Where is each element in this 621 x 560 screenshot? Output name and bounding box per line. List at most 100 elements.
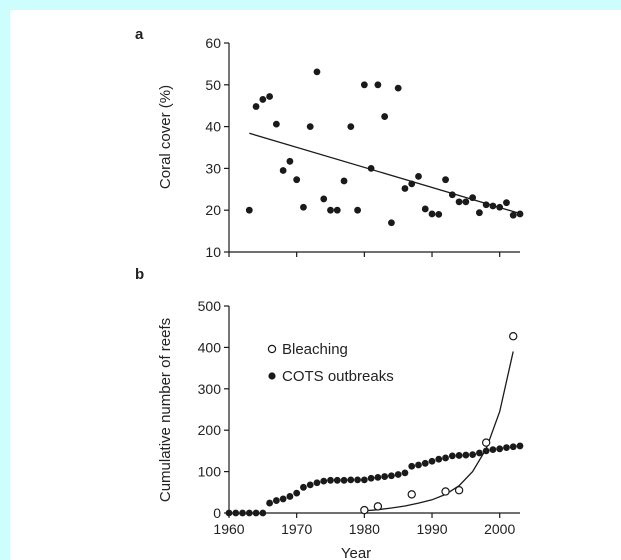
cots-point	[475, 449, 483, 457]
panel-b-y-tick-label: 300	[198, 381, 222, 397]
cots-point	[496, 445, 504, 453]
cots-point	[415, 461, 422, 469]
cots-point	[401, 469, 409, 477]
panel-b: b Cumulative number of reefs Year 0 100 20…	[135, 266, 524, 560]
legend: Bleaching COTS outbreaks	[267, 341, 394, 385]
cots-point	[259, 509, 267, 517]
cots-point	[381, 473, 389, 480]
coral-cover-point	[300, 203, 307, 211]
cots-point	[232, 509, 240, 517]
coral-cover-point	[482, 201, 490, 209]
coral-cover-point	[347, 123, 355, 130]
figure-panel: a Coral cover (%) 10 20 30 40 50 60 b Cumulat…	[10, 10, 621, 560]
panel-b-y-tick-label: 500	[198, 298, 222, 314]
coral-cover-point	[279, 167, 287, 174]
panel-b-y-axis-title: Cumulative number of reefs	[157, 318, 174, 502]
cots-point	[408, 462, 416, 470]
coral-cover-point	[442, 176, 449, 184]
coral-cover-point	[455, 198, 463, 206]
coral-cover-point	[245, 206, 253, 214]
coral-cover-point	[415, 172, 422, 180]
bleaching-point	[360, 505, 369, 515]
coral-cover-point	[320, 195, 328, 203]
cots-point	[489, 446, 497, 454]
coral-cover-point	[327, 206, 334, 214]
cots-point	[266, 499, 274, 507]
panel-a-y-tick-label: 60	[205, 35, 221, 51]
cots-point	[503, 444, 510, 451]
panel-a: a Coral cover (%) 10 20 30 40 50 60	[135, 26, 524, 260]
cots-point	[354, 476, 361, 484]
panel-b-x-axis-title: Year	[341, 545, 371, 560]
coral-cover-point	[333, 206, 341, 214]
panel-b-marks	[225, 332, 524, 517]
cots-point	[388, 472, 395, 480]
cots-point	[239, 509, 246, 517]
cots-point	[272, 497, 280, 504]
coral-cover-point	[259, 96, 267, 103]
coral-cover-point	[360, 81, 368, 89]
legend-cots-marker	[268, 372, 276, 380]
panel-a-y-tick-label: 10	[205, 244, 221, 260]
coral-cover-point	[401, 185, 409, 192]
legend-bleaching-label: Bleaching	[282, 341, 348, 358]
bleaching-point	[509, 332, 518, 341]
cots-point	[469, 451, 477, 459]
panel-a-letter: a	[135, 26, 144, 43]
cots-point	[374, 473, 382, 481]
coral-cover-point	[475, 209, 483, 217]
panel-b-axes: 0 100 200 300 400 500 1960 1970 1980 1990 2000	[198, 298, 520, 537]
bleaching-point	[454, 486, 464, 495]
coral-cover-point	[503, 199, 510, 207]
coral-cover-point	[354, 206, 361, 214]
legend-bleaching-marker	[267, 344, 277, 354]
cots-point	[279, 495, 287, 503]
cots-point	[516, 442, 524, 450]
panel-a-marks	[245, 68, 524, 227]
panel-b-y-tick-label: 0	[213, 505, 221, 521]
coral-cover-point	[388, 219, 395, 227]
coral-cover-point	[313, 68, 321, 76]
panel-b-letter: b	[135, 266, 144, 283]
cots-point	[245, 509, 253, 517]
panel-a-axes: 10 20 30 40 50 60	[205, 35, 520, 260]
panel-b-y-tick-label: 400	[198, 339, 222, 355]
coral-cover-point	[374, 81, 382, 89]
cots-point	[448, 452, 456, 460]
coral-cover-point	[340, 177, 348, 185]
coral-cover-point	[286, 157, 294, 165]
cots-point	[252, 509, 260, 517]
panel-a-y-tick-label: 50	[205, 77, 221, 93]
panel-a-y-tick-label: 30	[205, 160, 221, 176]
panel-a-y-tick-label: 20	[205, 202, 221, 218]
cots-point	[333, 476, 341, 484]
coral-cover-point	[272, 120, 280, 128]
panel-b-y-tick-label: 100	[198, 464, 222, 480]
cots-point	[300, 483, 307, 491]
cots-point	[435, 455, 443, 463]
bleaching-point	[407, 490, 416, 499]
coral-cover-point	[435, 210, 443, 218]
panel-b-x-tick-label: 1970	[281, 521, 312, 537]
cots-point	[320, 477, 328, 485]
coral-cover-point	[381, 113, 389, 120]
cots-point	[421, 459, 429, 467]
cots-point	[442, 454, 449, 462]
bleaching-point	[441, 487, 450, 496]
cots-point	[313, 479, 321, 487]
cots-point	[367, 474, 375, 482]
panel-a-trend-line	[249, 132, 521, 215]
panel-b-x-tick-label: 1980	[349, 521, 380, 537]
coral-cover-point	[489, 202, 497, 210]
coral-cover-point	[462, 198, 470, 206]
cots-point	[509, 443, 517, 451]
figure-svg: a Coral cover (%) 10 20 30 40 50 60 b Cumulat…	[135, 26, 524, 560]
panel-b-x-tick-label: 1990	[416, 521, 447, 537]
coral-cover-point	[306, 123, 314, 130]
coral-cover-point	[516, 210, 524, 218]
coral-cover-point	[421, 205, 429, 213]
cots-point	[394, 471, 402, 478]
bleaching-point	[373, 502, 383, 511]
panel-a-y-tick-label: 40	[205, 119, 221, 135]
coral-cover-point	[293, 176, 301, 184]
